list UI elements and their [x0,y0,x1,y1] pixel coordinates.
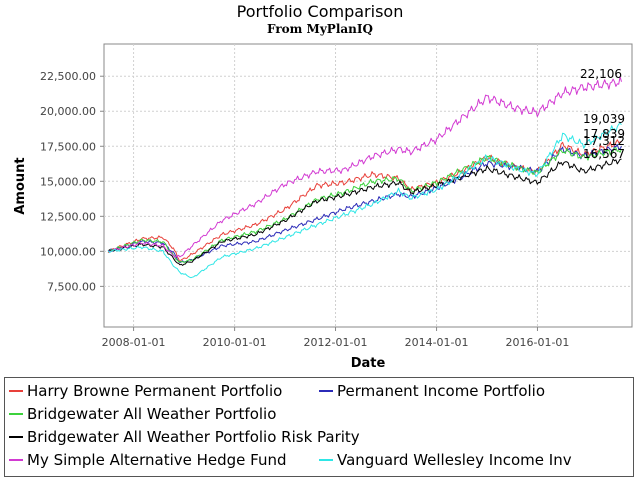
legend-swatch [319,459,333,461]
series-line [107,147,622,263]
legend-label: Vanguard Wellesley Income Inv [337,451,572,469]
legend-label: Harry Browne Permanent Portfolio [27,382,283,400]
legend-row: Bridgewater All Weather Portfolio [9,403,282,425]
x-tick-label: 2008-01-01 [102,336,166,349]
legend-entry: Vanguard Wellesley Income Inv [319,451,572,469]
legend-entry: Bridgewater All Weather Portfolio Risk P… [9,428,360,446]
end-value-label: 19,039 [583,112,625,126]
legend-entry: Harry Browne Permanent Portfolio [9,382,313,400]
legend-label: Permanent Income Portfolio [337,382,546,400]
plot-layer: 7,500.00 10,000.00 12,500.00 15,000.00 17,50… [40,43,633,349]
y-tick-label: 15,000.00 [40,175,96,188]
legend-entry: Bridgewater All Weather Portfolio [9,405,276,423]
legend-swatch [9,413,23,415]
end-value-label: 22,106 [580,67,622,81]
end-value-label: 16,567 [583,147,625,161]
legend-label: My Simple Alternative Hedge Fund [27,451,287,469]
y-tick-label: 10,000.00 [40,245,96,258]
y-tick-label: 7,500.00 [47,280,96,293]
y-tick-label: 20,000.00 [40,105,96,118]
series-line [107,76,622,258]
series-line [107,122,622,279]
chart-subtitle: From MyPlanIQ [267,22,373,36]
legend-label: Bridgewater All Weather Portfolio [27,405,277,423]
legend-entry: My Simple Alternative Hedge Fund [9,451,313,469]
x-axis-label: Date [351,356,386,371]
chart-title: Portfolio Comparison [237,2,404,21]
legend-swatch [9,390,23,392]
x-tick-label: 2010-01-01 [203,336,267,349]
legend-row: My Simple Alternative Hedge Fund Vanguard… [9,449,578,471]
x-tick-label: 2016-01-01 [505,336,569,349]
end-value-label: 17,839 [583,127,625,141]
y-tick-label: 17,500.00 [40,140,96,153]
x-tick-label: 2014-01-01 [405,336,469,349]
chart-area: Portfolio Comparison From MyPlanIQ Amoun… [13,2,633,371]
legend-row: Bridgewater All Weather Portfolio Risk P… [9,426,366,448]
legend-swatch [9,459,23,461]
legend-swatch [319,390,333,392]
series-line [107,158,622,266]
y-tick-label: 12,500.00 [40,210,96,223]
y-tick-label: 22,500.00 [40,70,96,83]
legend-row: Harry Browne Permanent Portfolio Permanen… [9,380,551,402]
legend: Harry Browne Permanent Portfolio Permanen… [4,377,634,477]
legend-entry: Permanent Income Portfolio [319,382,545,400]
legend-swatch [9,436,23,438]
y-axis-label: Amount [13,157,28,214]
x-tick-label: 2012-01-01 [304,336,368,349]
end-value-label: 17,312 [583,134,625,148]
legend-label: Bridgewater All Weather Portfolio Risk P… [27,428,360,446]
plot-frame [103,43,633,328]
